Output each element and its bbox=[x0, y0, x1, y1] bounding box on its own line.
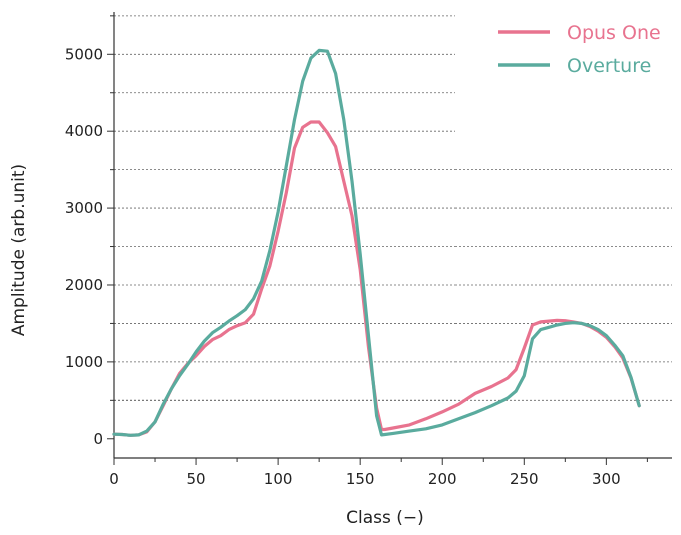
x-tick-label: 100 bbox=[264, 470, 293, 488]
x-ticks: 0 50 100 150 200 250 300 bbox=[109, 458, 648, 488]
y-tick-label: 4000 bbox=[65, 122, 103, 140]
x-tick-label: 200 bbox=[428, 470, 457, 488]
x-tick-label: 50 bbox=[187, 470, 206, 488]
series-line-1 bbox=[112, 48, 641, 437]
x-tick-label: 250 bbox=[510, 470, 539, 488]
x-axis-title: Class (−) bbox=[346, 508, 424, 528]
legend: Opus One Overture bbox=[498, 22, 661, 77]
y-axis-title: Amplitude (arb.unit) bbox=[9, 164, 29, 336]
x-tick-label: 150 bbox=[346, 470, 375, 488]
legend-label: Opus One bbox=[567, 22, 661, 44]
y-tick-label: 0 bbox=[93, 430, 103, 448]
series-group bbox=[112, 48, 641, 437]
y-tick-label: 3000 bbox=[65, 199, 103, 217]
series-line-0 bbox=[112, 120, 641, 437]
y-tick-label: 2000 bbox=[65, 276, 103, 294]
y-ticks: 0 1000 2000 3000 4000 5000 bbox=[65, 15, 114, 448]
legend-label: Overture bbox=[567, 55, 651, 77]
x-tick-label: 0 bbox=[109, 470, 119, 488]
axes bbox=[113, 12, 672, 459]
y-tick-label: 1000 bbox=[65, 353, 103, 371]
y-tick-label: 5000 bbox=[65, 45, 103, 63]
gridlines bbox=[114, 15, 672, 401]
x-tick-label: 300 bbox=[592, 470, 621, 488]
